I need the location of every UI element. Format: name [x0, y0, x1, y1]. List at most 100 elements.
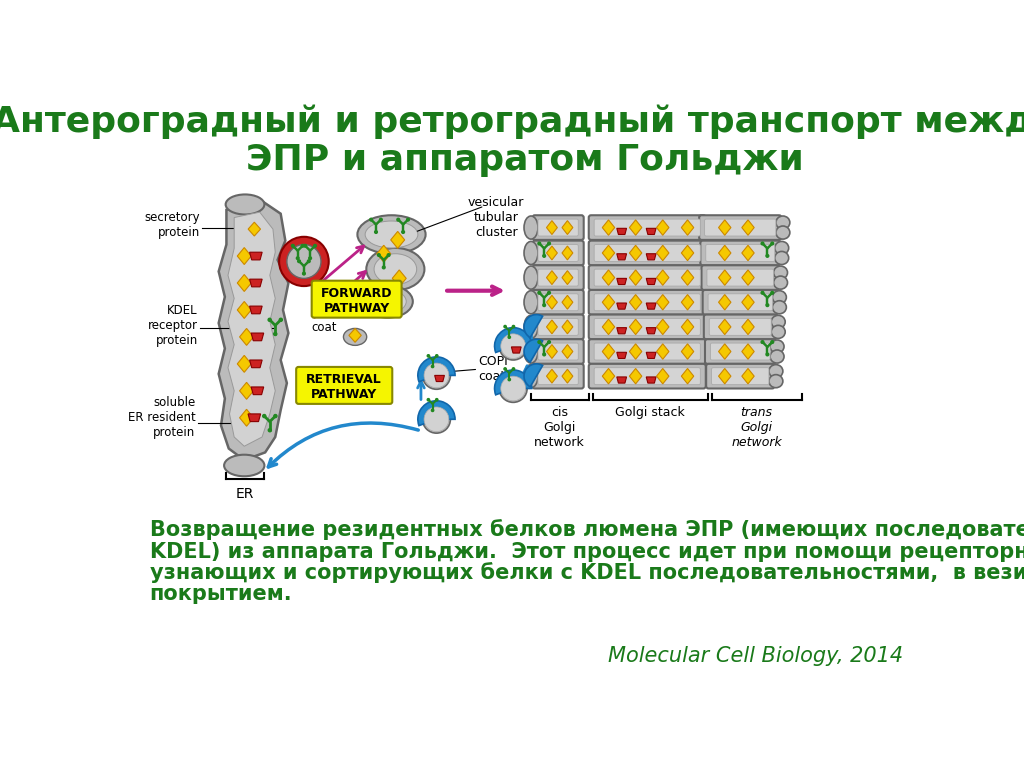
Polygon shape [646, 377, 656, 383]
Polygon shape [562, 320, 572, 334]
FancyBboxPatch shape [532, 290, 584, 314]
Circle shape [304, 245, 306, 247]
Circle shape [548, 341, 551, 344]
FancyBboxPatch shape [710, 318, 771, 335]
Polygon shape [250, 279, 262, 287]
Polygon shape [681, 270, 693, 285]
Ellipse shape [771, 325, 785, 338]
Circle shape [771, 242, 773, 245]
Polygon shape [240, 328, 254, 345]
Polygon shape [382, 291, 393, 298]
Polygon shape [392, 270, 407, 287]
Polygon shape [377, 245, 391, 262]
FancyBboxPatch shape [532, 241, 584, 265]
Circle shape [397, 219, 399, 221]
Circle shape [280, 237, 329, 286]
Circle shape [292, 245, 294, 247]
Ellipse shape [775, 242, 788, 255]
Wedge shape [524, 314, 543, 337]
FancyBboxPatch shape [594, 219, 700, 236]
FancyBboxPatch shape [700, 241, 780, 265]
FancyBboxPatch shape [538, 219, 579, 236]
Polygon shape [238, 275, 251, 291]
Ellipse shape [357, 216, 426, 254]
Polygon shape [741, 220, 755, 235]
Circle shape [512, 325, 515, 328]
Polygon shape [616, 377, 627, 383]
FancyBboxPatch shape [594, 294, 700, 311]
Ellipse shape [772, 291, 786, 304]
FancyBboxPatch shape [538, 294, 579, 311]
Polygon shape [547, 295, 557, 309]
Circle shape [423, 361, 451, 390]
Polygon shape [547, 320, 557, 334]
Polygon shape [602, 344, 614, 359]
Text: ЭПР и аппаратом Гольджи: ЭПР и аппаратом Гольджи [246, 143, 804, 177]
Polygon shape [344, 291, 356, 304]
Polygon shape [240, 382, 254, 400]
Circle shape [548, 242, 551, 245]
Polygon shape [630, 270, 642, 285]
Ellipse shape [773, 266, 787, 279]
Ellipse shape [524, 315, 538, 338]
Polygon shape [228, 212, 275, 446]
Ellipse shape [772, 301, 786, 314]
Ellipse shape [524, 216, 538, 239]
Wedge shape [495, 370, 531, 395]
Circle shape [313, 245, 316, 247]
Polygon shape [547, 369, 557, 383]
Text: FORWARD
PATHWAY: FORWARD PATHWAY [321, 287, 392, 314]
Circle shape [378, 254, 380, 256]
Circle shape [761, 242, 764, 245]
Polygon shape [719, 368, 731, 384]
Circle shape [273, 414, 276, 417]
Ellipse shape [771, 315, 785, 328]
Polygon shape [681, 220, 693, 235]
Polygon shape [681, 295, 693, 310]
Circle shape [273, 332, 276, 335]
Text: Molecular Cell Biology, 2014: Molecular Cell Biology, 2014 [608, 646, 903, 666]
Circle shape [548, 291, 551, 294]
FancyBboxPatch shape [538, 318, 579, 335]
Polygon shape [719, 295, 731, 310]
Text: KDEL
receptor
protein: KDEL receptor protein [147, 304, 198, 347]
Polygon shape [250, 252, 262, 260]
Text: secretory
protein: secretory protein [144, 211, 200, 239]
FancyBboxPatch shape [538, 269, 579, 286]
Polygon shape [562, 271, 572, 285]
Polygon shape [602, 295, 614, 310]
FancyBboxPatch shape [594, 318, 700, 335]
Circle shape [302, 272, 305, 275]
Polygon shape [681, 245, 693, 261]
Circle shape [435, 399, 438, 401]
FancyBboxPatch shape [589, 339, 706, 364]
FancyBboxPatch shape [532, 364, 584, 389]
Polygon shape [741, 270, 755, 285]
FancyBboxPatch shape [532, 339, 584, 364]
FancyBboxPatch shape [701, 265, 779, 290]
Ellipse shape [343, 328, 367, 345]
FancyBboxPatch shape [589, 290, 706, 314]
Ellipse shape [524, 266, 538, 289]
Circle shape [427, 354, 429, 357]
Polygon shape [602, 220, 614, 235]
Ellipse shape [773, 276, 787, 289]
Wedge shape [524, 364, 543, 387]
Polygon shape [511, 347, 521, 353]
Text: RETRIEVAL
PATHWAY: RETRIEVAL PATHWAY [306, 373, 382, 401]
Polygon shape [602, 368, 614, 384]
Text: COPII
coat: COPII coat [311, 306, 343, 334]
FancyBboxPatch shape [706, 245, 775, 262]
Polygon shape [562, 369, 572, 383]
Polygon shape [562, 295, 572, 309]
Polygon shape [646, 352, 656, 358]
Wedge shape [495, 328, 531, 353]
Ellipse shape [367, 248, 424, 291]
Polygon shape [741, 368, 755, 384]
Text: soluble
ER resident
protein: soluble ER resident protein [128, 397, 196, 439]
Text: Golgi stack: Golgi stack [615, 407, 685, 420]
Polygon shape [616, 352, 627, 358]
Wedge shape [524, 339, 543, 362]
Polygon shape [656, 270, 669, 285]
FancyBboxPatch shape [708, 294, 772, 311]
